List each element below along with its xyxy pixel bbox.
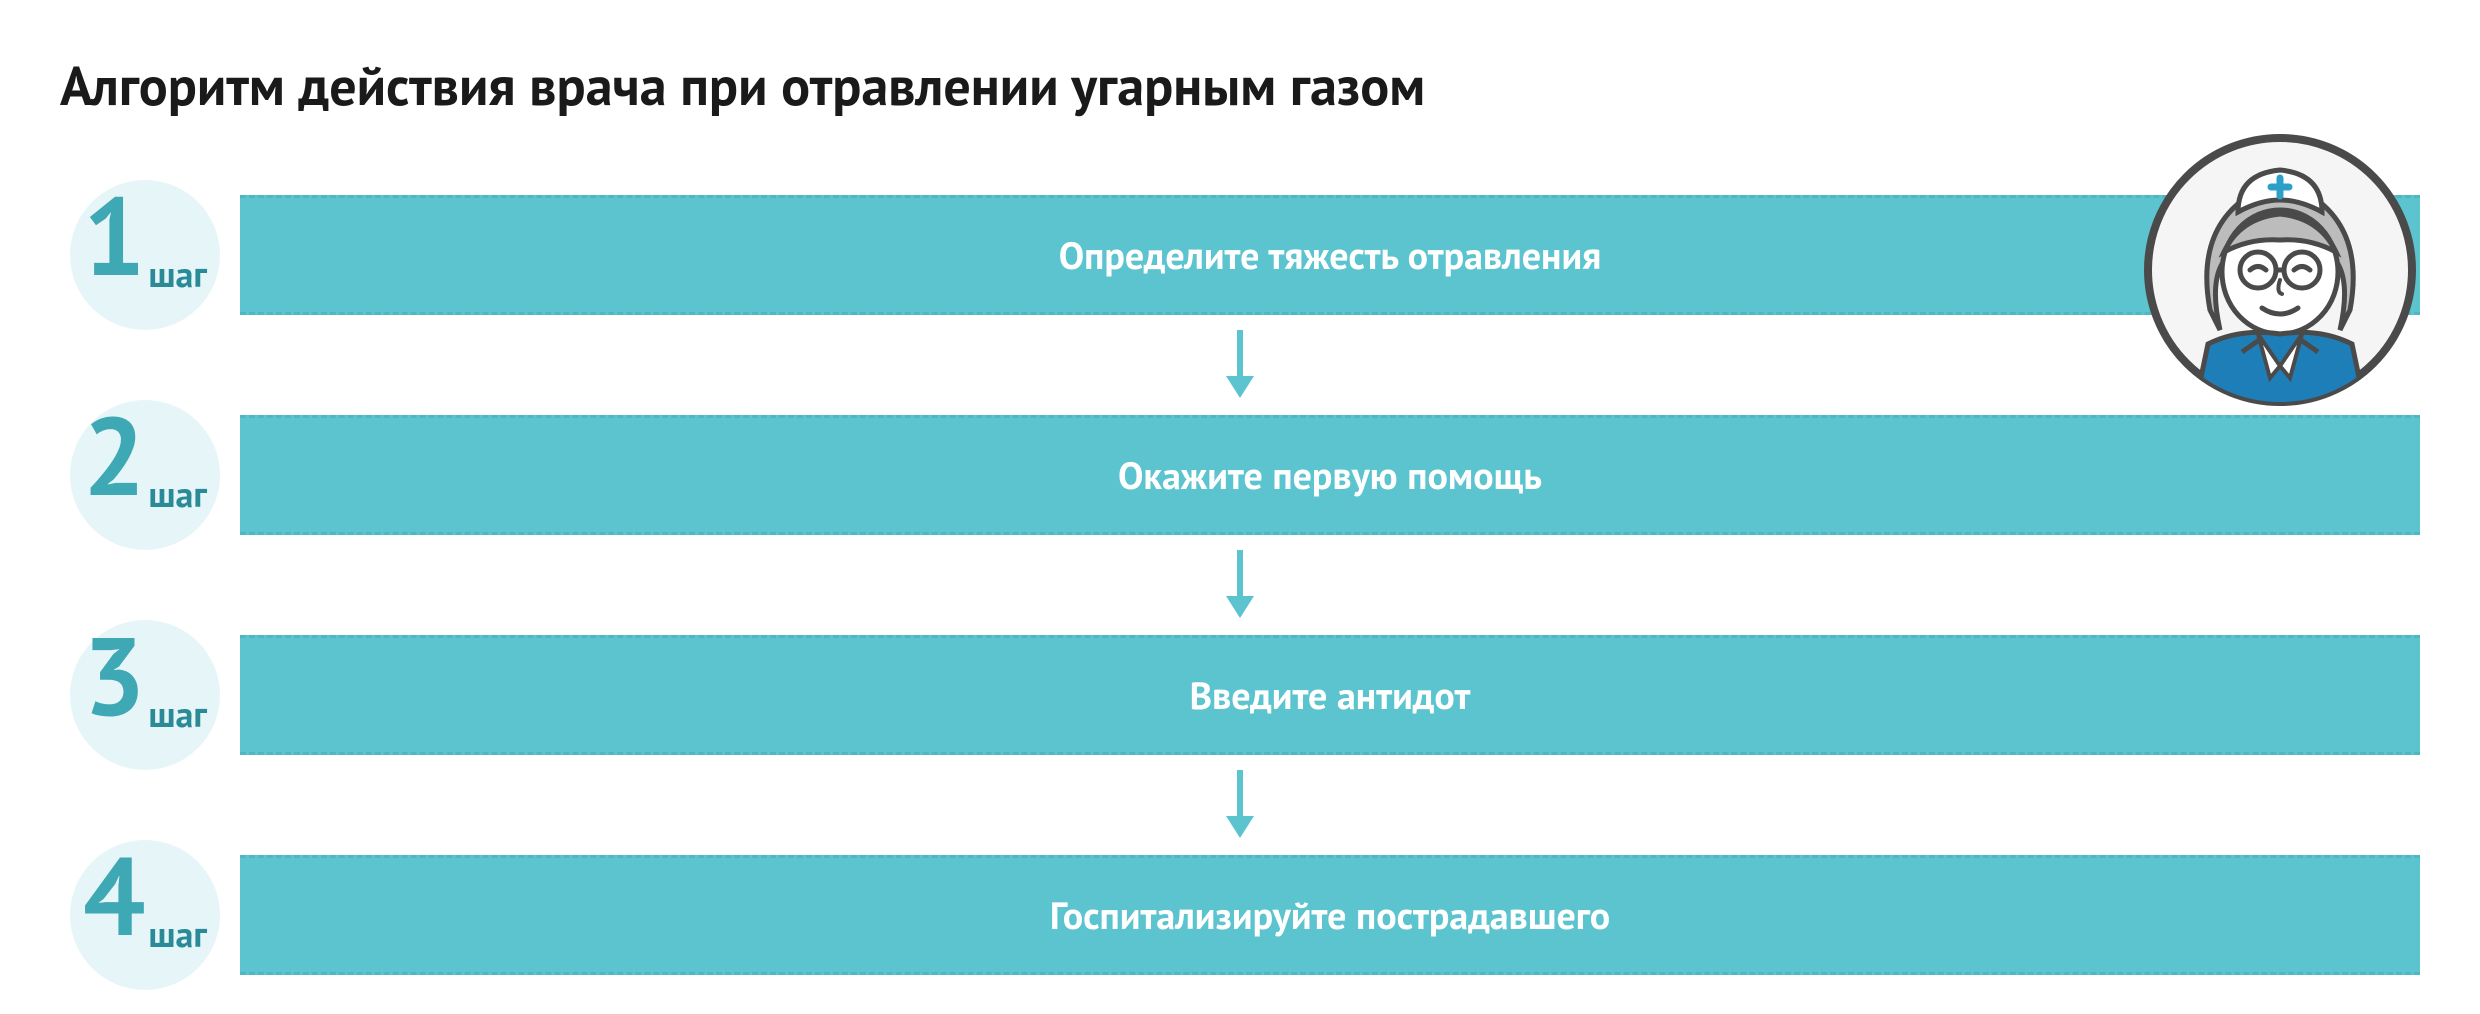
- steps-list: 1 шаг Определите тяжесть отравления 2 ша…: [60, 180, 2420, 990]
- nurse-icon: [2140, 130, 2420, 410]
- step-number: 1: [83, 180, 142, 290]
- step-text: Госпитализируйте пострадавшего: [1050, 891, 1610, 940]
- step-text: Определите тяжесть отравления: [1059, 231, 1602, 280]
- step-text: Введите антидот: [1190, 671, 1471, 720]
- step-row: 2 шаг Окажите первую помощь: [60, 400, 2420, 550]
- arrow-connector: [60, 550, 2420, 620]
- infographic-container: Алгоритм действия врача при отравлении у…: [0, 0, 2480, 1014]
- arrow-down-icon: [1220, 550, 1260, 620]
- step-row: 3 шаг Введите антидот: [60, 620, 2420, 770]
- step-bar: Окажите первую помощь: [240, 415, 2420, 535]
- nurse-illustration: [2140, 130, 2420, 410]
- step-badge: 4 шаг: [70, 840, 220, 990]
- step-bar: Госпитализируйте пострадавшего: [240, 855, 2420, 975]
- step-bar: Определите тяжесть отравления: [240, 195, 2420, 315]
- step-label: шаг: [148, 250, 207, 297]
- arrow-down-icon: [1220, 330, 1260, 400]
- arrow-connector: [60, 330, 2420, 400]
- step-row: 1 шаг Определите тяжесть отравления: [60, 180, 2420, 330]
- step-number: 3: [83, 620, 142, 730]
- arrow-connector: [60, 770, 2420, 840]
- page-title: Алгоритм действия врача при отравлении у…: [60, 50, 2420, 120]
- step-badge: 2 шаг: [70, 400, 220, 550]
- step-row: 4 шаг Госпитализируйте пострадавшего: [60, 840, 2420, 990]
- step-badge: 3 шаг: [70, 620, 220, 770]
- step-label: шаг: [148, 910, 207, 957]
- step-bar: Введите антидот: [240, 635, 2420, 755]
- step-label: шаг: [148, 470, 207, 517]
- arrow-down-icon: [1220, 770, 1260, 840]
- step-text: Окажите первую помощь: [1118, 451, 1542, 500]
- step-number: 2: [83, 400, 142, 510]
- step-number: 4: [83, 840, 142, 950]
- step-badge: 1 шаг: [70, 180, 220, 330]
- step-label: шаг: [148, 690, 207, 737]
